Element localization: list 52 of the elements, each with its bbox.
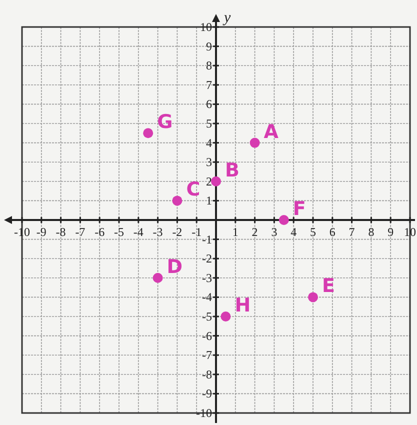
y-tick-label: -9 [202,386,212,401]
x-tick-label: -9 [36,225,46,239]
y-tick-label: -5 [202,310,212,324]
annotation: F [292,198,306,220]
x-tick-label: -8 [56,225,66,239]
y-axis-title: y [222,10,231,26]
x-tick-label: -6 [94,225,105,239]
annotation: B [225,159,240,182]
y-tick-label: -6 [202,328,212,343]
y-tick-label: 3 [206,155,212,170]
y-tick-label: 6 [206,97,212,112]
point [152,272,163,283]
y-tick-label: -7 [202,348,212,362]
x-tick-label: 1 [232,225,238,239]
annotation: A [264,120,279,143]
y-tick-label: 4 [206,136,212,150]
y-tick-label: 1 [206,194,212,208]
annotation: E [322,275,335,298]
annotation: C [186,178,200,201]
x-tick-label: -3 [152,225,163,239]
x-tick-label: -4 [133,225,144,239]
x-tick-label: 8 [368,225,374,239]
y-tick-label: -4 [202,290,212,304]
y-tick-label: 2 [206,174,212,188]
x-tick-label: 5 [310,225,316,239]
y-tick-label: 7 [206,78,212,92]
point [278,215,289,225]
annotation: G [157,111,173,134]
y-tick-label: 5 [206,116,212,130]
annotation: H [234,294,251,316]
point [143,128,154,138]
annotation: D [166,256,183,278]
x-tick-label: -5 [114,225,124,239]
x-tick-label: 6 [329,225,336,239]
x-tick-label: 9 [388,225,394,239]
x-tick-label: 4 [290,225,297,239]
y-tick-label: 8 [206,58,212,73]
x-tick-label: -1 [192,225,202,239]
x-tick-label: 3 [271,225,278,239]
y-tick-label: -8 [202,367,212,382]
y-tick-label: 9 [206,39,212,54]
point [172,196,182,206]
point [308,292,318,302]
y-tick-label: -3 [202,270,212,285]
point [250,138,260,148]
y-tick-label: -2 [202,252,212,266]
x-tick-label: 2 [252,225,258,239]
x-tick-label: -7 [75,225,86,239]
point [220,312,231,322]
x-tick-label: 7 [348,225,355,239]
x-tick-label: -2 [172,225,182,239]
point [211,176,221,186]
